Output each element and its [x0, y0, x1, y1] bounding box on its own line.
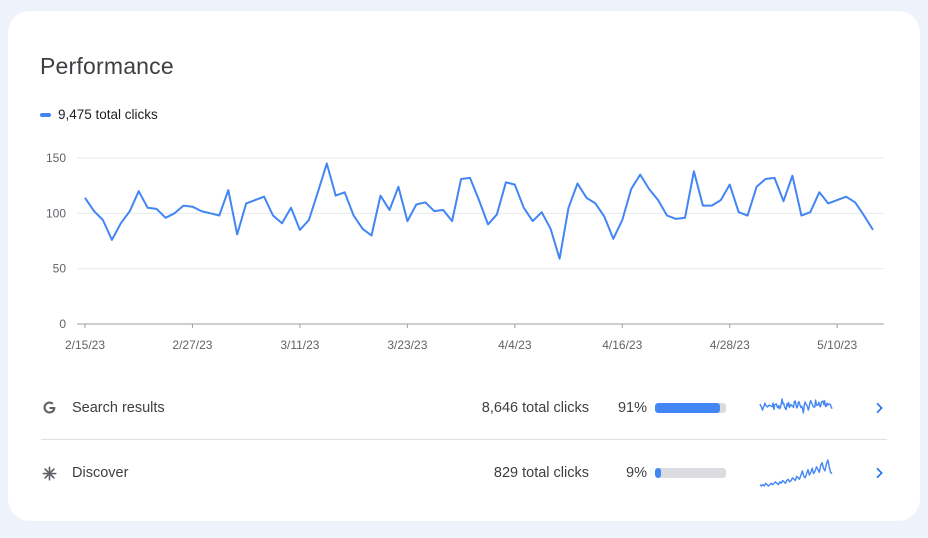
source-row-discover[interactable]: Discover 829 total clicks 9%: [41, 441, 887, 505]
performance-card: Performance 9,475 total clicks 0 50 100 150…: [8, 11, 920, 521]
y-tick-label: 150: [46, 151, 66, 165]
legend-swatch: [40, 112, 51, 117]
x-tick-label: 2/15/23: [65, 338, 105, 352]
clicks-line-chart: 0 50 100 150 2/15/23 2/27/23 3/11/23 3/23/23 4/…: [46, 151, 884, 352]
source-label: Discover: [72, 465, 129, 481]
card-title: Performance: [40, 53, 174, 79]
y-tick-label: 50: [53, 262, 67, 276]
x-tick-label: 3/23/23: [387, 338, 427, 352]
sparkline: [759, 459, 833, 487]
discover-asterisk-icon: [41, 465, 57, 481]
series-line-total-clicks: [84, 162, 874, 260]
x-tick-label: 4/28/23: [710, 338, 750, 352]
sparkline: [759, 398, 833, 414]
source-percent: 91%: [617, 399, 647, 416]
legend-label: 9,475 total clicks: [58, 107, 158, 122]
share-bar: [655, 468, 726, 478]
y-tick-label: 0: [59, 317, 66, 331]
x-tick-label: 4/4/23: [498, 338, 532, 352]
chevron-right-icon[interactable]: [871, 465, 887, 481]
chevron-right-icon[interactable]: [871, 400, 887, 416]
source-clicks: 8,646 total clicks: [481, 399, 589, 416]
google-g-icon: [41, 400, 57, 416]
source-percent: 9%: [626, 465, 647, 481]
y-tick-label: 100: [46, 206, 66, 220]
source-clicks: 829 total clicks: [493, 465, 589, 481]
x-tick-label: 4/16/23: [602, 338, 642, 352]
source-label: Search results: [72, 399, 165, 416]
source-row-search-results[interactable]: Search results 8,646 total clicks 91%: [41, 376, 887, 440]
x-tick-label: 5/10/23: [817, 338, 857, 352]
share-bar: [655, 403, 726, 413]
x-tick-label: 2/27/23: [172, 338, 212, 352]
x-tick-label: 3/11/23: [280, 338, 319, 352]
share-bar-fill: [655, 468, 662, 478]
share-bar-fill: [655, 403, 720, 413]
chart-legend[interactable]: 9,475 total clicks: [40, 107, 158, 122]
